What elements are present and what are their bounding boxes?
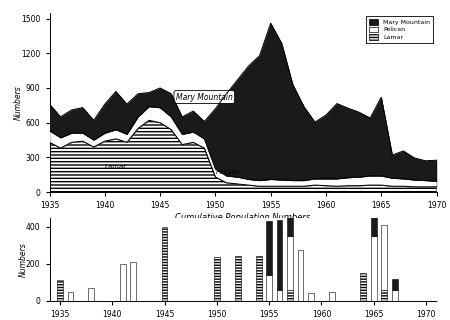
Bar — [277, 220, 283, 290]
Bar — [287, 165, 293, 236]
Bar — [120, 264, 126, 301]
X-axis label: Cumulative Population Numbers: Cumulative Population Numbers — [176, 213, 310, 222]
Bar — [214, 257, 220, 301]
Text: Pelican: Pelican — [216, 169, 240, 174]
Bar — [57, 280, 63, 301]
Bar — [266, 275, 272, 301]
Bar — [277, 290, 283, 301]
Bar — [297, 250, 303, 301]
Bar — [392, 290, 397, 301]
Bar — [371, 168, 377, 236]
Bar — [360, 273, 366, 301]
Bar — [381, 225, 387, 290]
Bar — [130, 262, 136, 301]
Bar — [89, 288, 94, 301]
Y-axis label: Numbers: Numbers — [14, 85, 23, 120]
Text: Lamar: Lamar — [105, 164, 127, 170]
Bar — [371, 236, 377, 301]
Bar — [287, 290, 293, 301]
Legend: Mary Mountain, Pelican, Lamar: Mary Mountain, Pelican, Lamar — [366, 16, 433, 43]
Bar — [256, 256, 261, 301]
Bar — [287, 236, 293, 290]
Text: Mary Mountain: Mary Mountain — [176, 92, 233, 101]
Bar — [308, 293, 314, 301]
Bar — [381, 290, 387, 301]
Bar — [235, 256, 241, 301]
Y-axis label: Numbers: Numbers — [18, 242, 27, 276]
Bar — [392, 279, 397, 290]
Bar — [68, 292, 73, 301]
Bar — [329, 292, 335, 301]
Bar — [266, 221, 272, 275]
Bar — [162, 227, 167, 301]
